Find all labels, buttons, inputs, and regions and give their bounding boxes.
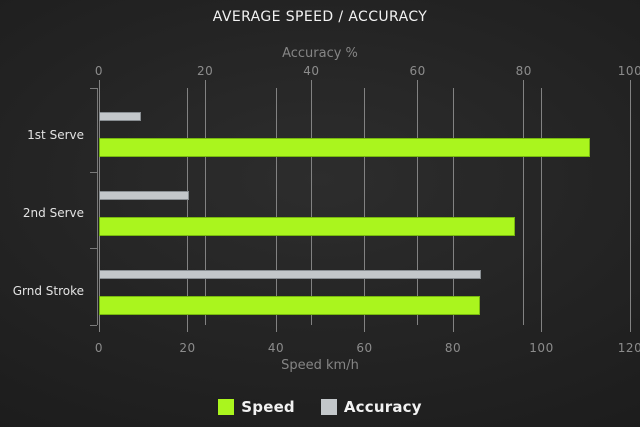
tick-label-speed-60: 60 [356,341,373,355]
gridline-speed-80 [452,88,454,332]
gridline-speed-120 [629,88,631,332]
tick-label-speed-40: 40 [267,341,285,355]
category-tick-1 [90,172,97,173]
top-axis-title: Accuracy % [282,46,358,61]
tick-label-accuracy-60: 60 [409,64,426,78]
category-label: Grnd Stroke [12,284,84,298]
category-tick-0 [90,88,97,89]
bar-speed-1 [99,217,515,236]
category-label: 1st Serve [27,128,84,142]
bottom-axis-title: Speed km/h [281,358,359,373]
gridline-speed-0 [98,88,100,332]
legend-label-accuracy: Accuracy [343,398,422,416]
legend-item-accuracy: Accuracy [320,398,422,416]
gridline-speed-40 [275,88,277,332]
legend-item-speed: Speed [218,398,295,416]
category-tick-3 [90,325,97,326]
tick-label-accuracy-0: 0 [94,64,104,78]
tick-label-accuracy-80: 80 [515,64,532,78]
tick-label-accuracy-20: 20 [197,64,214,78]
category-axis-line [97,88,98,325]
bar-speed-0 [99,138,591,157]
bar-accuracy-2 [99,270,482,279]
tick-label-accuracy-40: 40 [303,64,320,78]
accuracy-swatch-icon [320,399,337,415]
tick-label-speed-100: 100 [529,341,554,355]
gridline-accuracy-60 [417,80,419,325]
bar-speed-2 [99,296,480,315]
legend: Speed Accuracy [0,398,640,416]
chart-title: AVERAGE SPEED / ACCURACY [212,9,428,25]
tick-label-speed-120: 120 [617,341,640,355]
speed-swatch-icon [218,399,235,415]
legend-label-speed: Speed [241,398,295,416]
tick-label-speed-0: 0 [94,341,104,355]
gridline-accuracy-20 [204,80,206,325]
category-label: 2nd Serve [22,206,84,220]
tick-label-speed-80: 80 [444,341,462,355]
bar-accuracy-0 [99,112,142,121]
gridline-speed-60 [364,88,365,332]
gridline-speed-100 [541,88,542,332]
tick-label-speed-20: 20 [179,341,196,355]
tick-label-accuracy-100: 100 [617,64,640,78]
gridline-speed-20 [187,88,188,332]
category-tick-2 [90,248,97,249]
gridline-accuracy-80 [523,80,525,325]
bar-accuracy-1 [99,191,190,200]
gridline-accuracy-40 [310,80,312,325]
